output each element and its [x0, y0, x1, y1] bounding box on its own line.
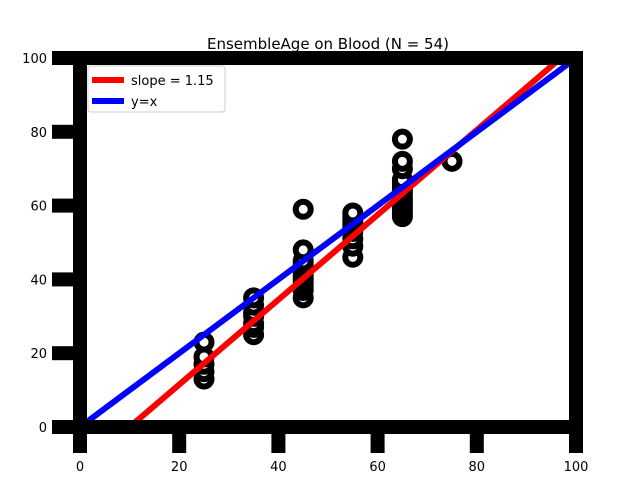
y-tick	[52, 51, 80, 65]
x-tick-label: 20	[171, 460, 188, 475]
y-tick	[52, 346, 80, 361]
x-tick	[569, 427, 583, 453]
x-tick-label: 0	[76, 460, 84, 475]
chart-title: EnsembleAge on Blood (N = 54)	[207, 35, 449, 53]
x-tick-label: 100	[564, 460, 589, 475]
x-tick	[271, 427, 286, 453]
data-point	[391, 150, 413, 172]
x-tick-label: 60	[369, 460, 386, 475]
plot-area	[80, 58, 576, 427]
x-tick-label: 80	[469, 460, 486, 475]
y-tick	[52, 198, 80, 213]
y-tick-label: 100	[22, 52, 47, 67]
y-tick	[52, 272, 80, 287]
y-tick-label: 80	[30, 126, 47, 141]
y-tick-label: 20	[30, 347, 47, 362]
legend-label: slope = 1.15	[131, 74, 214, 89]
y-tick	[52, 124, 80, 139]
data-point	[391, 128, 413, 150]
y-tick-label: 60	[30, 200, 47, 215]
x-tick	[469, 427, 484, 453]
y-tick	[52, 420, 80, 434]
y-tick-label: 0	[39, 421, 47, 436]
axes-spines	[73, 51, 583, 434]
x-tick	[370, 427, 385, 453]
data-point	[292, 198, 314, 220]
y-tick-label: 40	[30, 273, 47, 288]
legend-label: y=x	[131, 95, 158, 110]
legend: slope = 1.15 y=x	[87, 65, 226, 113]
x-tick	[172, 427, 187, 453]
x-tick-label: 40	[270, 460, 287, 475]
series-line	[80, 58, 576, 427]
axes-frame: 0 20 40 60 80 100 0 20 40 60 80 100	[22, 51, 588, 475]
